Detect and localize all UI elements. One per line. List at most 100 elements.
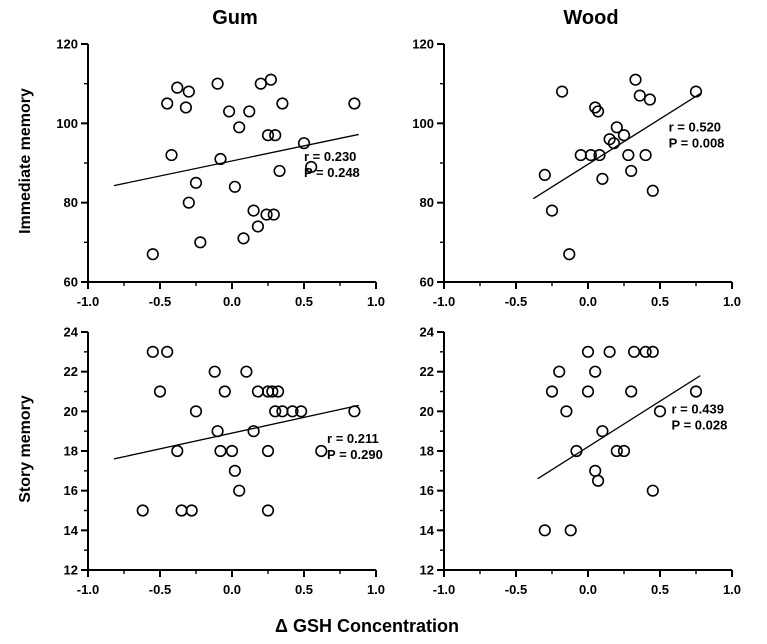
correlation-p-label: P = 0.008 xyxy=(669,135,725,150)
data-point xyxy=(633,89,646,102)
y-tick-label: 16 xyxy=(420,483,434,498)
data-point xyxy=(223,105,236,118)
y-axis-label-text: Immediate memory xyxy=(17,88,34,234)
data-point xyxy=(545,385,559,398)
data-point xyxy=(610,444,623,458)
data-point xyxy=(175,504,188,517)
y-tick-label: 22 xyxy=(420,364,434,379)
scatter-panel-gum-story-memory: -1.0 -0.5 0.0 0.5 1.0 12 14 16 18 20 22 24 r = 0.211… xyxy=(64,325,386,598)
x-tick-label: 0.0 xyxy=(579,294,597,309)
y-tick-label: 60 xyxy=(420,275,434,290)
data-point xyxy=(247,425,260,438)
y-tick-label: 14 xyxy=(64,523,79,538)
data-point xyxy=(629,73,642,86)
data-point xyxy=(179,101,193,114)
y-tick-label: 16 xyxy=(64,483,78,498)
y-tick-label: 12 xyxy=(64,563,78,578)
x-tick-label: -0.5 xyxy=(149,582,171,597)
data-point xyxy=(254,77,267,90)
data-point xyxy=(538,524,551,537)
y-tick-label: 14 xyxy=(420,523,435,538)
data-point xyxy=(553,365,566,378)
data-point xyxy=(233,484,246,497)
y-tick-label: 20 xyxy=(64,404,78,419)
data-point xyxy=(251,220,265,233)
y-tick-label: 12 xyxy=(420,563,434,578)
data-point xyxy=(622,148,635,162)
y-tick-label: 60 xyxy=(64,275,78,290)
data-point xyxy=(161,97,174,110)
data-point xyxy=(348,97,361,110)
data-point xyxy=(237,232,250,245)
y-tick-label: 80 xyxy=(420,195,434,210)
correlation-p-label: P = 0.290 xyxy=(327,447,383,462)
data-point xyxy=(261,129,275,142)
data-point xyxy=(646,345,659,358)
column-title-wood: Wood xyxy=(563,7,619,29)
data-point xyxy=(610,121,623,134)
data-point xyxy=(563,248,576,261)
data-point xyxy=(228,464,241,477)
data-point xyxy=(627,345,641,358)
data-point xyxy=(260,208,273,221)
data-point xyxy=(189,405,203,418)
data-point xyxy=(315,444,328,458)
x-tick-label: 0.5 xyxy=(651,582,669,597)
correlation-r-label: r = 0.211 xyxy=(327,431,379,446)
data-point xyxy=(348,405,361,418)
data-point xyxy=(276,97,289,110)
y-tick-label: 120 xyxy=(56,37,78,52)
data-point xyxy=(545,204,559,217)
data-point xyxy=(297,137,311,150)
x-tick-label: -1.0 xyxy=(433,582,455,597)
scatter-panel-wood-story-memory: -1.0 -0.5 0.0 0.5 1.0 12 14 16 18 20 22 24 r = 0.439… xyxy=(420,325,742,598)
data-point xyxy=(171,444,184,458)
data-point xyxy=(243,105,256,118)
data-point xyxy=(165,148,178,162)
data-point xyxy=(538,168,551,181)
correlation-p-label: P = 0.248 xyxy=(304,165,360,180)
correlation-r-label: r = 0.230 xyxy=(304,149,356,164)
x-tick-label: 0.5 xyxy=(295,294,313,309)
data-point xyxy=(261,444,275,458)
data-point xyxy=(182,196,195,209)
data-point xyxy=(273,164,286,178)
data-point xyxy=(269,405,282,418)
regression-line xyxy=(113,404,359,460)
data-point xyxy=(251,385,265,398)
data-point xyxy=(240,365,253,378)
data-point xyxy=(146,345,159,358)
data-point xyxy=(171,81,184,94)
y-tick-label: 80 xyxy=(64,195,78,210)
regression-line xyxy=(113,133,359,187)
data-point xyxy=(194,236,207,249)
correlation-r-label: r = 0.520 xyxy=(669,119,721,134)
y-tick-label: 100 xyxy=(412,116,434,131)
data-point xyxy=(581,385,595,398)
data-point xyxy=(603,345,616,358)
data-point xyxy=(625,164,638,178)
data-point xyxy=(625,385,638,398)
data-point xyxy=(214,152,227,166)
data-point xyxy=(617,444,631,458)
x-tick-label: -0.5 xyxy=(149,294,171,309)
x-tick-label: 1.0 xyxy=(723,582,741,597)
y-tick-label: 24 xyxy=(420,325,435,340)
x-tick-label: -0.5 xyxy=(505,294,527,309)
x-tick-label: 0.5 xyxy=(651,294,669,309)
data-point xyxy=(560,405,573,418)
data-point xyxy=(136,504,149,517)
data-point xyxy=(185,504,198,517)
data-point xyxy=(584,148,597,162)
data-point xyxy=(161,345,174,358)
correlation-p-label: P = 0.028 xyxy=(672,417,728,432)
x-tick-label: 0.5 xyxy=(295,582,313,597)
data-point xyxy=(555,85,569,98)
data-point xyxy=(689,85,703,98)
column-title-gum: Gum xyxy=(212,7,258,29)
data-point xyxy=(211,425,224,438)
y-axis-label-text: Story memory xyxy=(17,395,34,503)
data-point xyxy=(233,121,246,134)
